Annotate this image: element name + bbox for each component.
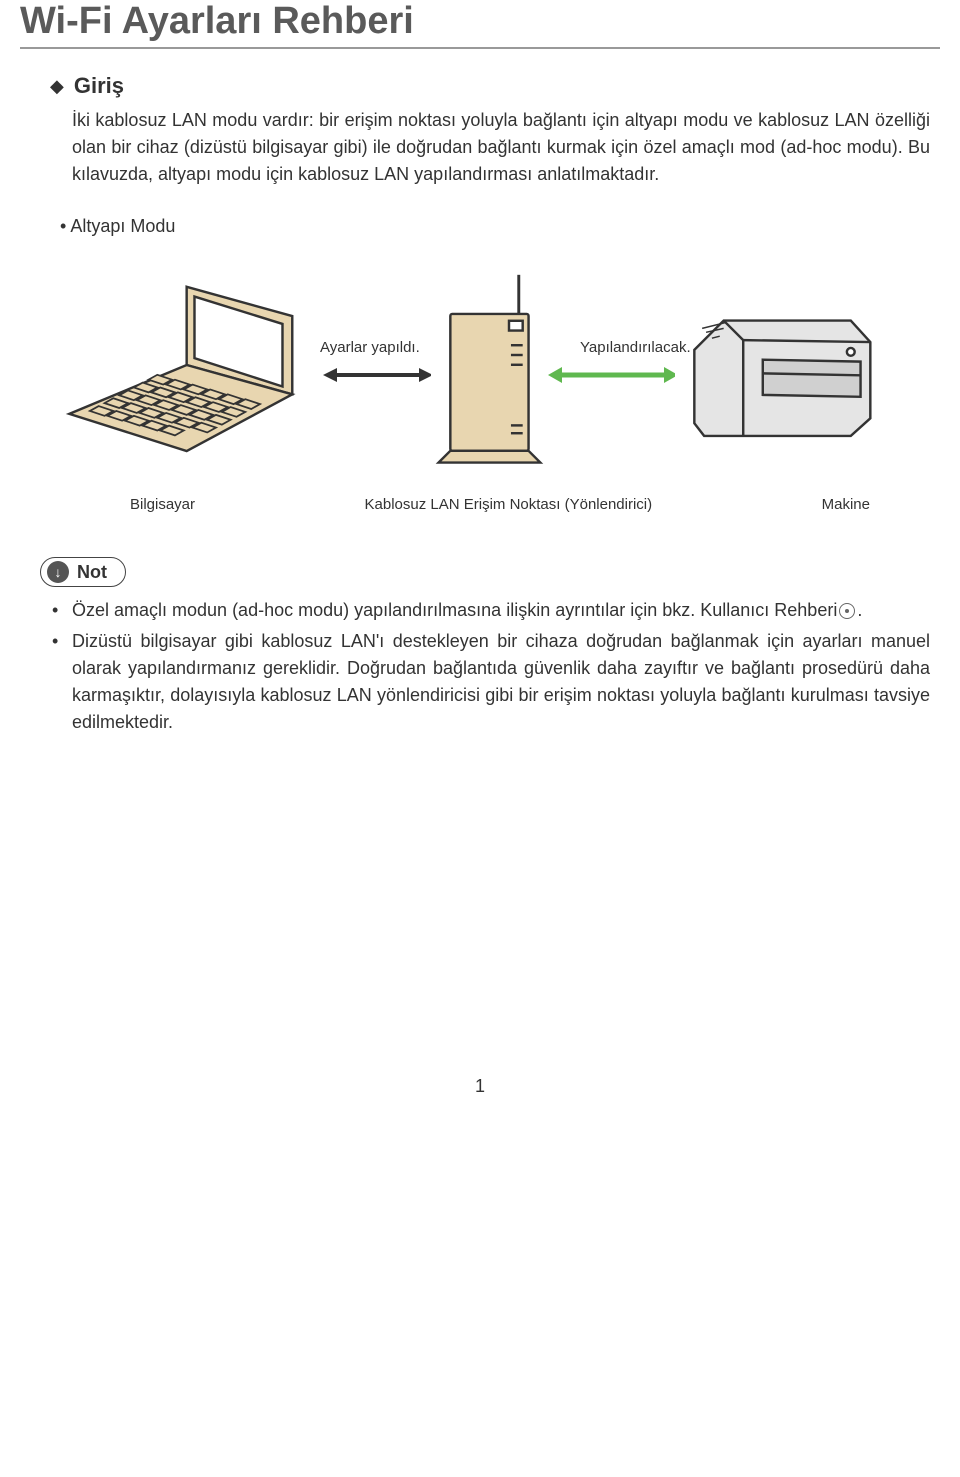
arrow-left-icon [323, 360, 431, 390]
arrow-right-icon [548, 360, 675, 390]
caption-laptop: Bilgisayar [130, 496, 195, 513]
caption-router: Kablosuz LAN Erişim Noktası (Yönlendiric… [365, 496, 653, 513]
printer-icon [665, 301, 880, 448]
diamond-bullet-icon: ◆ [50, 76, 64, 97]
page-number: 1 [20, 1076, 940, 1097]
note-item-1-text: Özel amaçlı modun (ad-hoc modu) yapıland… [72, 600, 837, 620]
router-icon [421, 267, 558, 482]
arrow-label-left: Ayarlar yapıldı. [320, 339, 420, 356]
note-item-2-text: Dizüstü bilgisayar gibi kablosuz LAN'ı d… [72, 631, 930, 732]
intro-heading-row: ◆ Giriş [50, 73, 940, 99]
cd-icon [839, 603, 855, 619]
note-label: Not [77, 562, 107, 583]
page-title: Wi-Fi Ayarları Rehberi [20, 0, 940, 49]
laptop-icon [40, 277, 333, 473]
note-badge: ↓ Not [40, 557, 126, 587]
mode-label: Altyapı Modu [60, 216, 940, 237]
note-item-1-post: . [857, 600, 862, 620]
intro-heading: Giriş [74, 73, 124, 99]
intro-paragraph: İki kablosuz LAN modu vardır: bir erişim… [72, 107, 930, 188]
caption-printer: Makine [822, 496, 870, 513]
arrow-label-right: Yapılandırılacak. [580, 339, 691, 356]
infrastructure-diagram: Ayarlar yapıldı. Yapılandırılacak. Bilgi… [20, 267, 940, 513]
note-arrow-icon: ↓ [47, 561, 69, 583]
note-list: Özel amaçlı modun (ad-hoc modu) yapıland… [48, 597, 930, 736]
note-item-1: Özel amaçlı modun (ad-hoc modu) yapıland… [48, 597, 930, 624]
note-item-2: Dizüstü bilgisayar gibi kablosuz LAN'ı d… [48, 628, 930, 736]
diagram-captions: Bilgisayar Kablosuz LAN Erişim Noktası (… [20, 482, 940, 513]
